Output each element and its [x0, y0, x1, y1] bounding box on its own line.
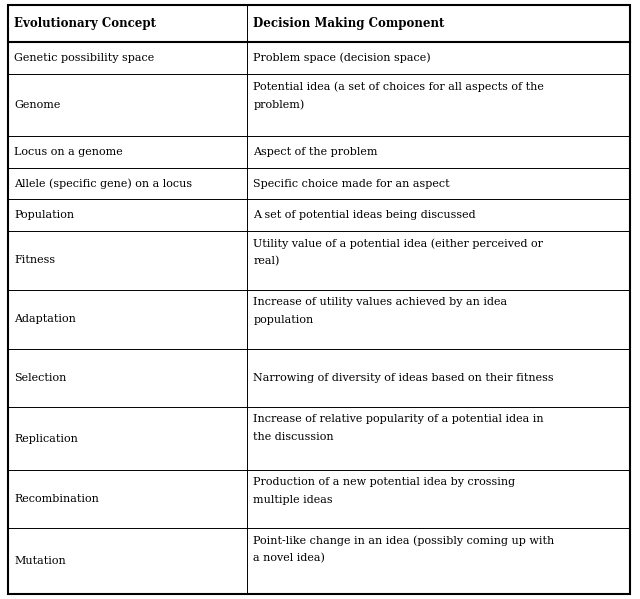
Text: Population: Population: [14, 210, 74, 220]
Text: Fitness: Fitness: [14, 256, 55, 265]
Text: a novel idea): a novel idea): [253, 553, 325, 564]
Text: A set of potential ideas being discussed: A set of potential ideas being discussed: [253, 210, 476, 220]
Text: real): real): [253, 256, 280, 267]
Text: Allele (specific gene) on a locus: Allele (specific gene) on a locus: [14, 179, 192, 189]
Text: Specific choice made for an aspect: Specific choice made for an aspect: [253, 179, 450, 189]
Text: Genome: Genome: [14, 100, 60, 110]
Text: multiple ideas: multiple ideas: [253, 495, 333, 504]
Text: Evolutionary Concept: Evolutionary Concept: [14, 17, 156, 30]
Text: Mutation: Mutation: [14, 556, 66, 566]
Text: Point-like change in an idea (possibly coming up with: Point-like change in an idea (possibly c…: [253, 536, 555, 546]
Text: Adaptation: Adaptation: [14, 314, 76, 324]
Text: Decision Making Component: Decision Making Component: [253, 17, 445, 30]
Text: Narrowing of diversity of ideas based on their fitness: Narrowing of diversity of ideas based on…: [253, 373, 554, 383]
Text: Problem space (decision space): Problem space (decision space): [253, 53, 431, 63]
Text: Production of a new potential idea by crossing: Production of a new potential idea by cr…: [253, 477, 516, 486]
Text: Increase of relative popularity of a potential idea in: Increase of relative popularity of a pot…: [253, 415, 544, 425]
Text: Replication: Replication: [14, 434, 78, 443]
Text: Recombination: Recombination: [14, 494, 99, 504]
Text: problem): problem): [253, 99, 305, 110]
Text: Potential idea (a set of choices for all aspects of the: Potential idea (a set of choices for all…: [253, 81, 545, 92]
Text: the discussion: the discussion: [253, 432, 334, 443]
Text: population: population: [253, 315, 314, 325]
Text: Utility value of a potential idea (either perceived or: Utility value of a potential idea (eithe…: [253, 238, 543, 249]
Text: Aspect of the problem: Aspect of the problem: [253, 147, 378, 157]
Text: Genetic possibility space: Genetic possibility space: [14, 53, 154, 63]
Text: Locus on a genome: Locus on a genome: [14, 147, 123, 157]
Text: Increase of utility values achieved by an idea: Increase of utility values achieved by a…: [253, 297, 508, 307]
Text: Selection: Selection: [14, 373, 67, 383]
